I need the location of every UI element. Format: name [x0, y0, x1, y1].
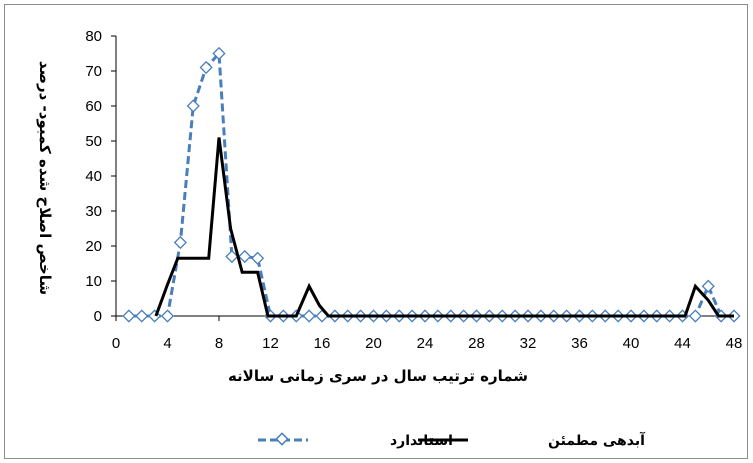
data-point-standard — [173, 235, 187, 250]
data-point-standard — [701, 279, 715, 293]
y-tick-label: 30 — [85, 203, 102, 220]
x-tick-label: 44 — [674, 335, 691, 352]
data-point-standard — [688, 309, 702, 323]
chart-frame — [4, 4, 748, 459]
data-point-standard — [199, 60, 213, 75]
data-point-standard — [186, 99, 200, 113]
data-point-standard — [238, 249, 252, 264]
x-axis-title: شماره ترتیب سال در سری زمانی سالانه — [228, 367, 528, 385]
x-tick-label: 12 — [262, 335, 279, 352]
data-point-standard — [160, 309, 175, 323]
x-tick-label: 4 — [163, 335, 171, 352]
x-tick-label: 28 — [468, 335, 485, 352]
axes — [115, 36, 734, 317]
series-line-firm-yield — [154, 137, 734, 318]
x-tick-label: 16 — [314, 335, 331, 352]
y-tick-label: 80 — [85, 28, 102, 45]
data-point-standard — [302, 309, 316, 323]
x-tick-label: 20 — [365, 335, 382, 352]
x-tick-label: 8 — [215, 335, 223, 352]
y-axis-title: شاخص اصلاح شده کمبود- درصد — [36, 61, 54, 295]
series-layer — [122, 46, 741, 323]
data-point-standard — [122, 309, 136, 323]
y-tick-label: 0 — [94, 308, 102, 325]
series-line-standard — [128, 49, 734, 318]
x-tick-label: 24 — [417, 335, 434, 352]
y-tick-label: 50 — [85, 133, 102, 150]
y-tick-label: 40 — [85, 168, 102, 185]
legend: استاندارد آبدهی مطمئن — [258, 431, 646, 449]
data-point-standard — [225, 249, 239, 264]
data-point-standard — [251, 251, 265, 265]
y-tick-label: 10 — [85, 273, 102, 290]
legend-label-firm-yield: آبدهی مطمئن — [548, 431, 646, 449]
y-tick-label: 20 — [85, 238, 102, 255]
x-tick-label: 48 — [726, 335, 743, 352]
x-tick-label: 0 — [112, 335, 120, 352]
x-tick-label: 36 — [571, 335, 588, 352]
y-tick-label: 60 — [85, 98, 102, 115]
y-tick-label: 70 — [85, 63, 102, 80]
data-point-standard — [212, 46, 226, 61]
legend-marker-standard — [275, 432, 289, 446]
legend-item-firm-yield: آبدهی مطمئن — [418, 431, 646, 449]
data-point-standard — [135, 309, 149, 323]
x-tick-label: 32 — [520, 335, 537, 352]
x-tick-label: 40 — [623, 335, 640, 352]
